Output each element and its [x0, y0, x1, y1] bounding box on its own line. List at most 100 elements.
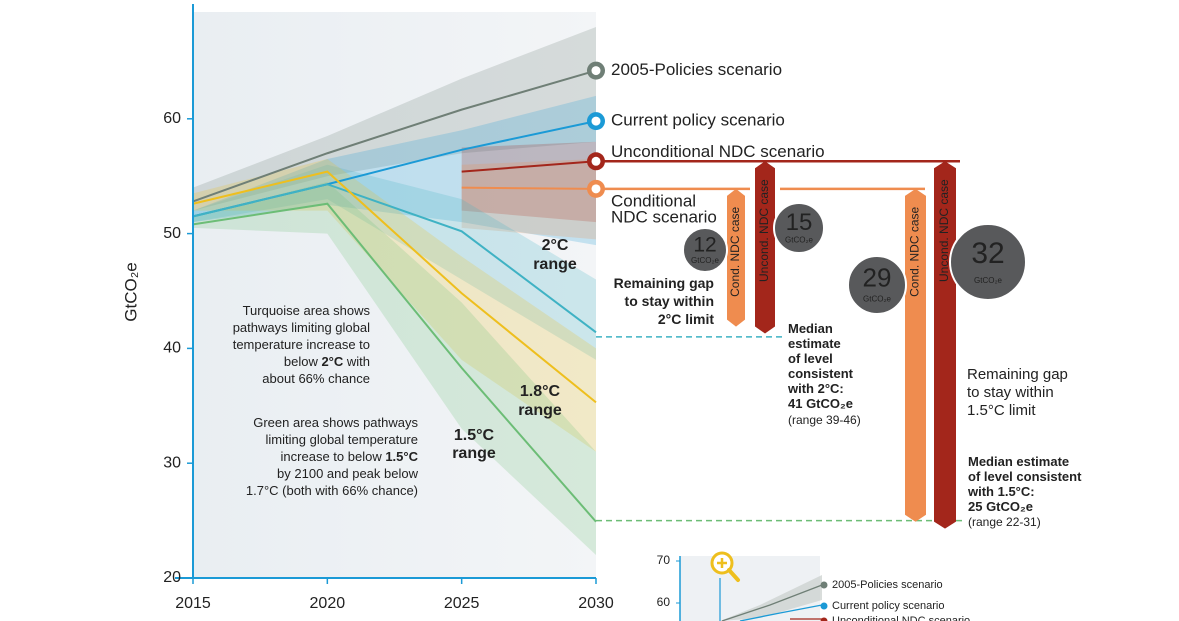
inset-line — [739, 604, 823, 621]
annotation-text: of level — [788, 351, 833, 366]
annotation-text: with — [343, 354, 370, 369]
annotation-text: range — [533, 256, 577, 273]
x-tick-label: 2025 — [444, 595, 480, 612]
legend-label: Unconditional NDC scenario — [611, 142, 825, 161]
scenario-marker-inner — [591, 156, 601, 166]
inset-marker — [820, 602, 828, 610]
annotation: Remaining gap — [967, 366, 1068, 383]
gap-value: 15 — [786, 209, 813, 236]
annotation-text: Median — [788, 321, 833, 336]
gap-bar-label: Uncond. NDC case — [937, 179, 951, 282]
annotation: range — [518, 402, 562, 419]
annotation-text: (range 39-46) — [788, 413, 861, 427]
annotation-text: increase to below — [281, 449, 386, 464]
annotation-text: about 66% chance — [262, 371, 370, 386]
scenario-marker-inner — [591, 184, 601, 194]
range-band — [461, 141, 596, 223]
y-tick-label: 40 — [163, 340, 181, 357]
gap-bar — [727, 188, 745, 327]
plot-background — [193, 12, 596, 578]
gap-bar — [755, 161, 775, 334]
y-tick-label: 30 — [163, 454, 181, 471]
gap-bubble — [773, 202, 825, 254]
annotation-text: (range 22-31) — [968, 515, 1041, 529]
legend-label: Current policy scenario — [611, 111, 785, 130]
annotation: Median estimate — [968, 454, 1069, 469]
gap-value: 12 — [693, 234, 716, 257]
annotation: increase to below 1.5°C — [281, 449, 419, 464]
gap-bubble — [847, 255, 907, 315]
inset-label: Unconditional NDC scenario — [832, 615, 970, 621]
scenario-line — [461, 186, 597, 190]
gap-value: 32 — [971, 237, 1004, 270]
annotation-text: pathways limiting global — [233, 320, 370, 335]
y-tick-label: 60 — [163, 110, 181, 127]
annotation: 1.5°C — [454, 427, 495, 444]
annotation: to stay within — [967, 384, 1054, 401]
magnifier-handle — [727, 568, 740, 582]
annotation: 41 GtCO₂e — [788, 396, 853, 411]
scenario-line — [461, 160, 597, 173]
annotation-text: 1.7°C (both with 66% chance) — [246, 483, 418, 498]
annotation-text: limiting global temperature — [266, 432, 418, 447]
annotation: Turquoise area shows — [243, 303, 371, 318]
annotation-text: 2°C limit — [658, 311, 715, 327]
range-band — [461, 158, 596, 240]
annotation: 25 GtCO₂e — [968, 499, 1033, 514]
annotation: below 2°C with — [284, 354, 370, 369]
annotation-text: consistent — [788, 366, 854, 381]
annotation: consistent — [788, 366, 854, 381]
y-tick-label: 20 — [163, 569, 181, 586]
inset-tick-label: 60 — [657, 595, 671, 609]
annotation-text: of level consistent — [968, 469, 1082, 484]
y-axis-label: GtCO₂e — [121, 262, 140, 322]
annotation: 2°C limit — [658, 311, 715, 327]
annotation: 1.5°C limit — [967, 402, 1036, 419]
scenario-marker-inner — [591, 66, 601, 76]
annotation: Remaining gap — [614, 275, 714, 291]
lines — [192, 69, 597, 523]
annotation: to stay within — [625, 293, 714, 309]
y-tick-label: 50 — [163, 225, 181, 242]
inset-label: 2005-Policies scenario — [832, 579, 943, 591]
annotation: (range 39-46) — [788, 413, 861, 427]
range-band — [193, 95, 596, 246]
annotation-text: Green area shows pathways — [253, 415, 418, 430]
annotation: Green area shows pathways — [253, 415, 418, 430]
gap-bubble — [682, 227, 728, 273]
gap-unit: GtCO₂e — [691, 256, 720, 265]
annotation-text: 2°C — [542, 237, 569, 254]
annotation-text: below — [284, 354, 322, 369]
inset — [679, 551, 823, 621]
range-band — [193, 181, 596, 556]
inset-marker — [820, 581, 828, 589]
gap-bar-label: Cond. NDC case — [908, 207, 922, 297]
gap-unit: GtCO₂e — [974, 276, 1003, 285]
gap-value: 29 — [863, 263, 892, 293]
x-tick-label: 2015 — [175, 595, 211, 612]
annotation-text: range — [452, 445, 496, 462]
annotation: with 1.5°C: — [967, 484, 1035, 499]
annotation: 2°C — [542, 237, 569, 254]
annotation: of level consistent — [968, 469, 1082, 484]
annotation-text: 41 GtCO₂e — [788, 396, 853, 411]
annotation-text: Remaining gap — [967, 366, 1068, 383]
legend-label: 2005-Policies scenario — [611, 60, 782, 79]
annotation-text: to stay within — [625, 293, 714, 309]
annotation-text: with 2°C: — [787, 381, 844, 396]
scenario-line — [192, 69, 597, 203]
range-band — [193, 164, 596, 360]
annotation: limiting global temperature — [266, 432, 418, 447]
legend-label: Conditional — [611, 191, 696, 210]
scenario-line — [192, 202, 597, 523]
annotation: of level — [788, 351, 833, 366]
gap-bar-label: Cond. NDC case — [728, 207, 742, 297]
annotation: with 2°C: — [787, 381, 844, 396]
annotation: 1.8°C — [520, 383, 561, 400]
scenario-marker-inner — [591, 116, 601, 126]
annotation: (range 22-31) — [968, 515, 1041, 529]
gap-bar — [905, 188, 926, 522]
annotation: estimate — [788, 336, 841, 351]
inset-marker — [820, 617, 828, 621]
legend-label: NDC scenario — [611, 207, 717, 226]
